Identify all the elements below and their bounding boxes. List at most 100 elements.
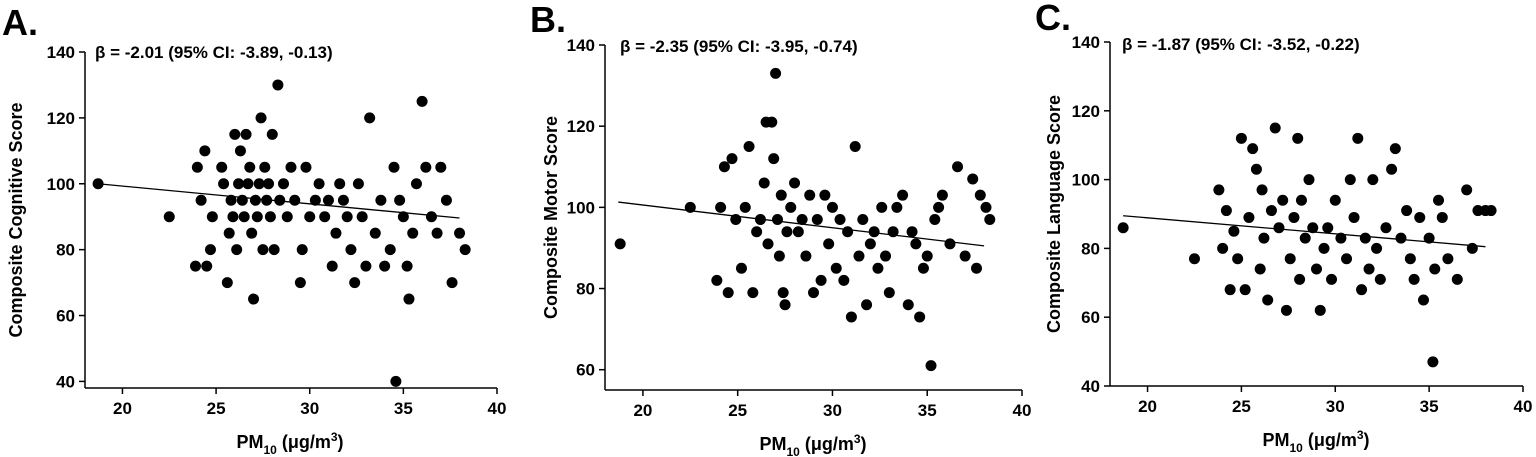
scatter-point <box>246 227 258 239</box>
scatter-point <box>334 178 346 190</box>
scatter-point <box>967 173 979 185</box>
scatter-point <box>1311 263 1322 275</box>
x-tick-label: 35 <box>394 399 413 418</box>
y-tick-label: 60 <box>56 307 75 326</box>
x-tick-label: 20 <box>633 401 652 420</box>
scatter-point <box>614 238 626 250</box>
scatter-point <box>775 189 787 201</box>
scatter-point <box>1307 222 1319 234</box>
scatter-point <box>811 214 823 226</box>
scatter-point <box>971 262 983 274</box>
scatter-point <box>974 189 986 201</box>
scatter-point <box>410 178 422 190</box>
scatter-point <box>800 250 812 262</box>
scatter-point <box>779 299 791 311</box>
scatter-point <box>906 226 918 238</box>
scatter-point <box>263 178 275 190</box>
x-tick-label: 30 <box>1326 397 1345 416</box>
scatter-point <box>1380 222 1392 234</box>
scatter-point <box>1344 174 1356 186</box>
scatter-point <box>352 178 364 190</box>
scatter-point <box>199 145 211 157</box>
scatter-point <box>917 262 929 274</box>
scatter-point <box>195 194 207 206</box>
scatter-point <box>883 287 895 299</box>
scatter-point <box>249 194 261 206</box>
scatter-point <box>823 238 835 250</box>
scatter-point <box>792 226 804 238</box>
scatter-point <box>201 260 213 272</box>
scatter-point <box>766 116 778 128</box>
scatter-point <box>1326 273 1338 285</box>
x-tick-label: 35 <box>918 401 937 420</box>
scatter-point <box>356 211 368 223</box>
scatter-point <box>804 189 816 201</box>
x-tick-label: 40 <box>488 399 507 418</box>
scatter-point <box>1352 132 1364 144</box>
scatter-point <box>304 211 316 223</box>
scatter-point <box>225 194 237 206</box>
scatter-point <box>1374 273 1386 285</box>
scatter-point <box>309 194 321 206</box>
y-tick-label: 140 <box>47 43 75 62</box>
scatter-point <box>1442 253 1454 265</box>
scatter-point <box>296 244 308 256</box>
scatter-point <box>914 311 926 323</box>
scatter-point <box>1247 143 1259 155</box>
scatter-point <box>925 360 937 372</box>
scatter-point <box>834 214 846 226</box>
scatter-point <box>819 189 831 201</box>
x-tick-label: 20 <box>113 399 132 418</box>
scatter-point <box>1284 253 1296 265</box>
scatter-point <box>944 238 956 250</box>
scatter-point <box>1451 273 1463 285</box>
scatter-point <box>364 112 376 124</box>
y-tick-label: 80 <box>56 241 75 260</box>
scatter-point <box>240 128 252 140</box>
scatter-point <box>251 211 263 223</box>
y-tick-label: 140 <box>1072 33 1100 52</box>
scatter-point <box>936 189 948 201</box>
scatter-point <box>751 226 763 238</box>
scatter-point <box>730 214 742 226</box>
scatter-point <box>771 214 783 226</box>
scatter-point <box>1295 194 1307 206</box>
scatter-point <box>1329 194 1341 206</box>
scatter-point <box>1367 174 1379 186</box>
scatter-point <box>420 161 432 173</box>
scatter-point <box>1429 263 1441 275</box>
scatter-point <box>242 178 254 190</box>
x-tick-label: 40 <box>1514 397 1533 416</box>
x-axis-title: PM10 (μg/m3) <box>236 430 343 457</box>
scatter-point <box>768 153 780 165</box>
scatter-point <box>394 194 406 206</box>
beta-annotation: β = -2.01 (95% CI: -3.89, -0.13) <box>95 43 333 62</box>
scatter-point <box>1356 284 1368 296</box>
scatter-point <box>379 260 391 272</box>
scatter-point <box>234 145 246 157</box>
scatter-point <box>1277 194 1289 206</box>
scatter-point <box>253 178 265 190</box>
beta-annotation: β = -2.35 (95% CI: -3.95, -0.74) <box>620 37 858 56</box>
y-tick-label: 80 <box>1081 239 1100 258</box>
y-tick-label: 120 <box>567 117 595 136</box>
scatter-point <box>861 299 873 311</box>
scatter-point <box>684 201 696 213</box>
scatter-point <box>785 201 797 213</box>
scatter-point <box>231 244 243 256</box>
y-tick-label: 100 <box>47 175 75 194</box>
y-axis-title: Composite Motor Score <box>541 116 561 319</box>
scatter-point <box>218 178 230 190</box>
scatter-point <box>857 214 869 226</box>
scatter-point <box>1256 184 1268 196</box>
scatter-point <box>1243 211 1255 223</box>
chart-panel-3: C. β = -1.87 (95% CI: -3.52, -0.22) 40 60 80… <box>1035 0 1532 455</box>
scatter-point <box>274 194 286 206</box>
scatter-point <box>1269 122 1281 134</box>
scatter-point <box>1461 184 1473 196</box>
scatter-point <box>830 262 842 274</box>
scatter-point <box>206 211 218 223</box>
scatter-point <box>1299 232 1311 244</box>
scatter-point <box>345 244 357 256</box>
